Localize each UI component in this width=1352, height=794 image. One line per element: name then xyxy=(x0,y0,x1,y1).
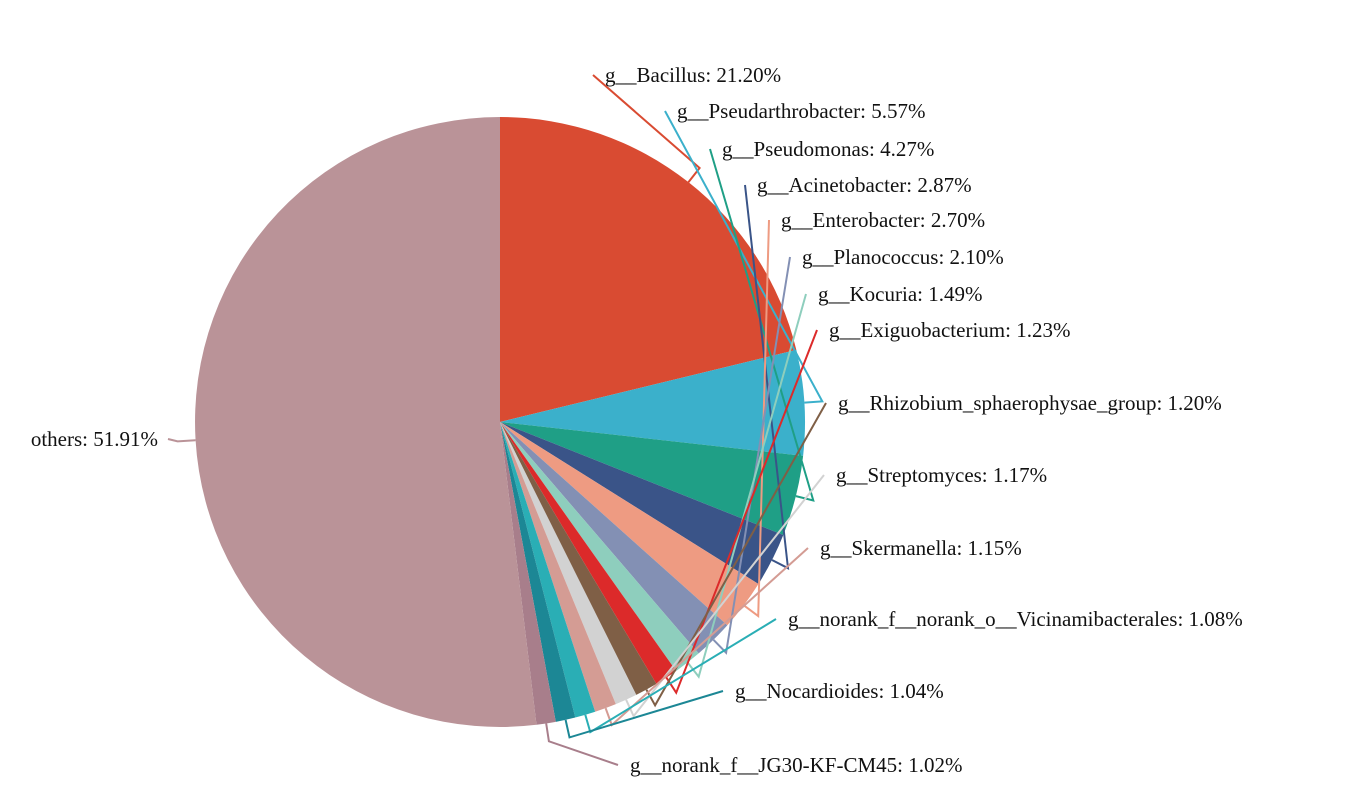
slice-label-g-skermanella: g__Skermanella: 1.15% xyxy=(820,536,1022,560)
leader-line-g-pseudarthrobacter xyxy=(664,110,824,404)
slice-label-g-pseudarthrobacter: g__Pseudarthrobacter: 5.57% xyxy=(677,99,925,123)
pie-slice-g-pseudomonas xyxy=(500,422,804,535)
pie-slice-g-pseudarthrobacter xyxy=(500,349,806,456)
pie-slice-others xyxy=(195,117,537,728)
slice-label-g-pseudomonas: g__Pseudomonas: 4.27% xyxy=(722,137,934,161)
slice-label-g-acinetobacter: g__Acinetobacter: 2.87% xyxy=(757,173,972,197)
pie-slice-g-nocardioides xyxy=(500,422,576,722)
slice-label-g-enterobacter: g__Enterobacter: 2.70% xyxy=(781,208,985,232)
leader-line-g-enterobacter xyxy=(743,219,770,619)
pie-slice-g-norank-f-jg30-kf-cm45 xyxy=(500,422,556,725)
slice-labels: g__Bacillus: 21.20% g__Pseudarthrobacter:… xyxy=(31,63,1243,777)
slice-label-g-exiguobacterium: g__Exiguobacterium: 1.23% xyxy=(829,318,1070,342)
pie-slice-g-enterobacter xyxy=(500,422,759,626)
slice-label-g-rhizobium-sphaerophysae-group: g__Rhizobium_sphaerophysae_group: 1.20% xyxy=(838,391,1222,415)
leader-line-g-streptomyces xyxy=(625,474,825,719)
leader-lines xyxy=(167,74,827,766)
leader-line-g-norank-f-jg30-kf-cm45 xyxy=(545,723,619,766)
pie-slices xyxy=(195,117,806,728)
slice-label-g-planococcus: g__Planococcus: 2.10% xyxy=(802,245,1004,269)
slice-label-g-kocuria: g__Kocuria: 1.49% xyxy=(818,282,982,306)
slice-label-g-nocardioides: g__Nocardioides: 1.04% xyxy=(735,679,944,703)
pie-slice-g-acinetobacter xyxy=(500,422,784,584)
pie-slice-g-streptomyces xyxy=(500,422,637,705)
slice-label-others: others: 51.91% xyxy=(31,427,158,451)
pie-slice-g-rhizobium-sphaerophysae-group xyxy=(500,422,657,695)
pie-slice-g-kocuria xyxy=(500,422,699,671)
slice-label-g-norank-f-jg30-kf-cm45: g__norank_f__JG30-KF-CM45: 1.02% xyxy=(630,753,962,777)
pie-slice-g-skermanella xyxy=(500,422,616,712)
leader-line-g-bacillus xyxy=(592,74,701,183)
pie-slice-g-exiguobacterium xyxy=(500,422,677,684)
pie-slice-g-bacillus xyxy=(500,117,797,422)
leader-line-g-nocardioides xyxy=(564,690,724,739)
leader-line-g-pseudomonas xyxy=(709,148,815,502)
slice-label-g-norank-f-norank-o-vicinamibacterales: g__norank_f__norank_o__Vicinamibacterale… xyxy=(788,607,1243,631)
slice-label-g-streptomyces: g__Streptomyces: 1.17% xyxy=(836,463,1047,487)
leader-line-g-planococcus xyxy=(712,256,791,655)
pie-slice-g-planococcus xyxy=(500,422,728,654)
leader-line-others xyxy=(167,438,196,443)
pie-slice-g-norank-f-norank-o-vicinamibacterales xyxy=(500,422,596,718)
slice-label-g-bacillus: g__Bacillus: 21.20% xyxy=(605,63,781,87)
leader-line-g-acinetobacter xyxy=(744,184,790,570)
leader-line-g-kocuria xyxy=(686,293,807,679)
